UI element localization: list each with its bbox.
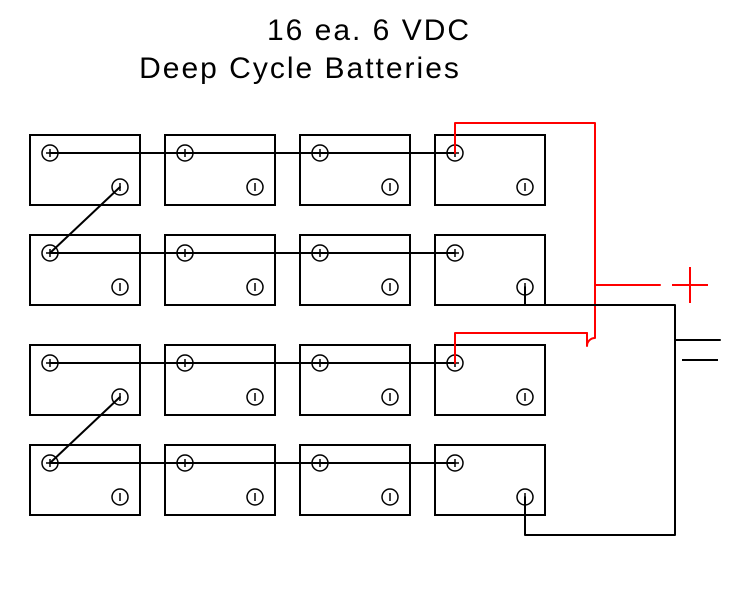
battery: [30, 445, 140, 515]
row-link-wire: [50, 397, 120, 463]
row-link-wire: [50, 187, 120, 253]
battery: [435, 445, 545, 515]
title-line-2: Deep Cycle Batteries: [139, 52, 461, 85]
battery: [435, 345, 545, 415]
battery: [30, 345, 140, 415]
battery: [435, 135, 545, 205]
negative-bus-wire-2: [525, 340, 675, 535]
battery: [435, 235, 545, 305]
battery: [165, 345, 275, 415]
positive-bus-wire-2a: [455, 333, 587, 363]
battery: [300, 445, 410, 515]
battery: [300, 235, 410, 305]
battery: [165, 235, 275, 305]
battery: [165, 445, 275, 515]
battery: [300, 345, 410, 415]
battery: [165, 135, 275, 205]
title-line-1: 16 ea. 6 VDC: [267, 14, 471, 47]
battery: [300, 135, 410, 205]
battery: [30, 135, 140, 205]
positive-bus-hop: [587, 285, 595, 346]
battery: [30, 235, 140, 305]
